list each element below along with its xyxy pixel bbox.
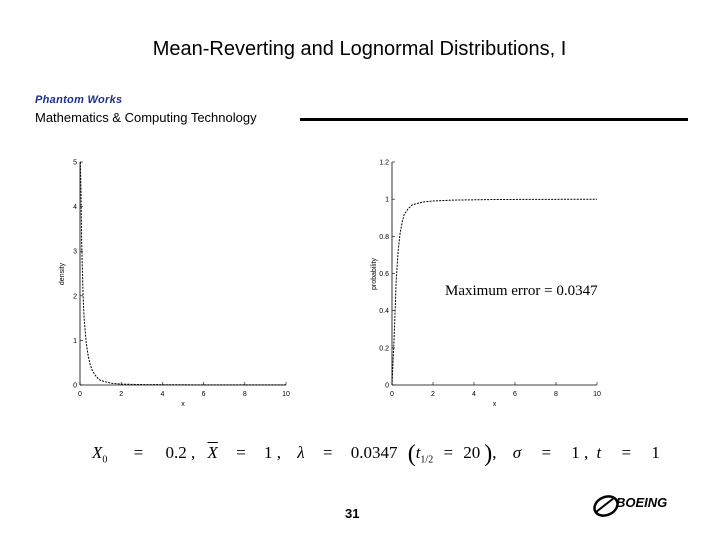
lambda-value: 0.0347 (350, 443, 398, 462)
x-tick-label: 6 (513, 391, 517, 398)
x0-value: 0.2 , (165, 443, 196, 462)
x-tick-label: 2 (431, 391, 435, 398)
eq-1: = (133, 443, 144, 462)
x-tick-label: 4 (472, 391, 476, 398)
paren-open: ( (407, 441, 416, 467)
y-tick-label: 3 (73, 249, 77, 256)
x-tick-label: 2 (119, 391, 123, 398)
y-axis-label: density (59, 262, 66, 285)
eq-6: = (621, 443, 632, 462)
t-half-symbol: t (415, 443, 421, 462)
x-tick-label: 0 (390, 391, 394, 398)
t-half-subscript: 1/2 (420, 454, 434, 466)
y-tick-label: 0.4 (379, 308, 389, 315)
eq-2: = (236, 443, 246, 462)
xbar-symbol: X (207, 443, 218, 462)
series-line (391, 198, 598, 386)
t-symbol: t (596, 443, 602, 462)
y-axis-label: probability (371, 258, 378, 290)
y-tick-label: 0.8 (379, 234, 389, 241)
boeing-logo: BOEING (592, 492, 692, 520)
x-tick-label: 0 (78, 391, 82, 398)
parameter-formula: X0 = 0.2 , X = 1 , λ = 0.0347 (t1/2 = 20… (92, 441, 660, 468)
max-error-annotation: Maximum error = 0.0347 (445, 283, 598, 299)
page-number: 31 (345, 506, 360, 521)
x0-subscript: 0 (102, 454, 108, 466)
eq-4: = (443, 443, 454, 462)
slide-subtitle: Mathematics & Computing Technology (35, 110, 257, 125)
x-tick-label: 10 (593, 391, 601, 398)
xbar-value: 1 , (263, 443, 281, 462)
x0-symbol: X (92, 443, 103, 462)
y-tick-label: 4 (73, 204, 77, 211)
t-half-value: 20 (463, 443, 481, 462)
boeing-wordmark: BOEING (616, 495, 667, 510)
y-tick-label: 5 (73, 160, 77, 167)
sigma-symbol: σ (512, 443, 522, 462)
x-tick-label: 4 (160, 391, 164, 398)
phantom-works-logo: Phantom Works (35, 94, 123, 106)
t-value: 1 (651, 443, 660, 462)
y-tick-label: 0.6 (379, 271, 389, 278)
x-axis-label: x (181, 401, 185, 408)
y-tick-label: 0.2 (379, 345, 389, 352)
y-tick-label: 0 (385, 383, 389, 390)
x-tick-label: 10 (282, 391, 290, 398)
y-tick-label: 1.2 (379, 160, 389, 167)
y-tick-label: 1 (73, 338, 77, 345)
x-tick-label: 8 (554, 391, 558, 398)
y-tick-label: 0 (73, 383, 77, 390)
eq-5: = (541, 443, 552, 462)
x-tick-label: 6 (202, 391, 206, 398)
x-axis-label: x (493, 401, 497, 408)
series-line (79, 161, 286, 386)
y-tick-label: 2 (73, 293, 77, 300)
x-tick-label: 8 (243, 391, 247, 398)
y-tick-label: 1 (385, 197, 389, 204)
slide-title: Mean-Reverting and Lognormal Distributio… (152, 38, 567, 60)
paren-close: ) (484, 441, 493, 467)
sigma-value: 1 , (571, 443, 589, 462)
header-rule (300, 118, 688, 121)
eq-3: = (322, 443, 333, 462)
comma: , (492, 443, 497, 462)
lambda-symbol: λ (297, 443, 305, 462)
